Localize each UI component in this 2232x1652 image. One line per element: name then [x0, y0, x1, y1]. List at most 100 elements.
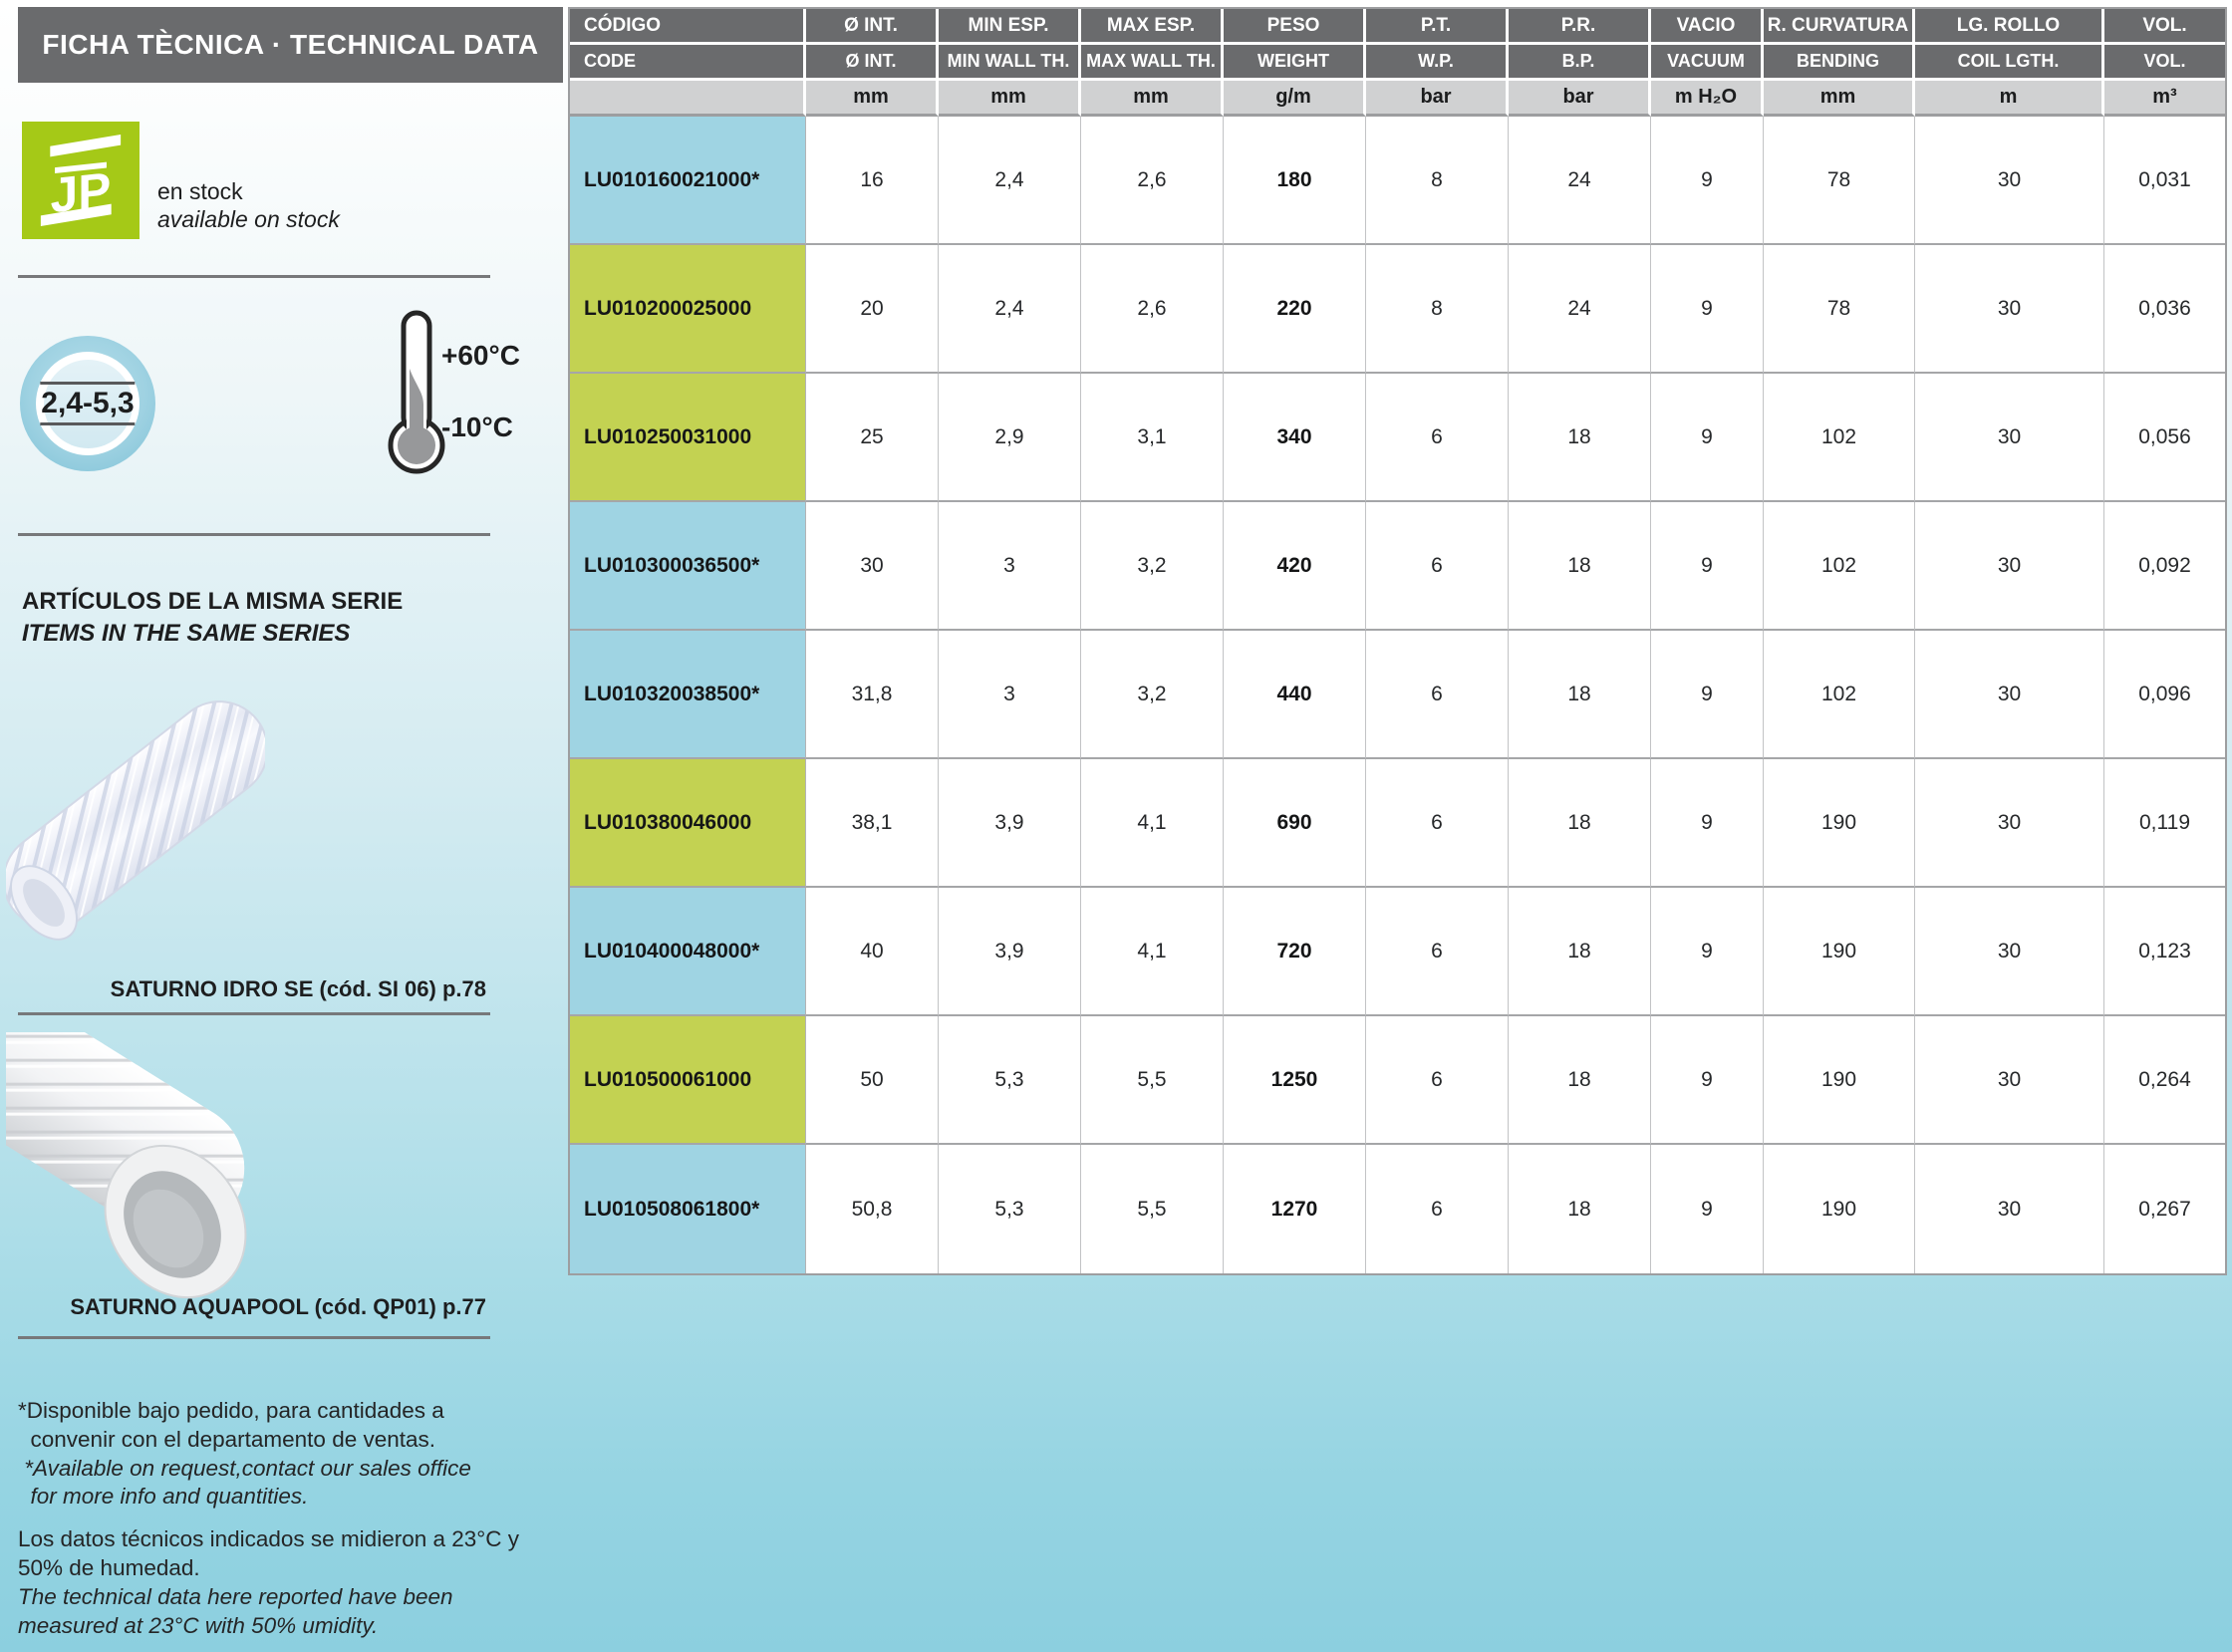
- table-cell: 50,8: [806, 1145, 939, 1273]
- table-cell: 4,1: [1081, 759, 1224, 888]
- table-cell: 16: [806, 117, 939, 245]
- product-code-cell: LU010400048000*: [570, 888, 806, 1016]
- table-cell: 18: [1509, 1016, 1651, 1145]
- table-cell: 5,3: [939, 1145, 1081, 1273]
- table-cell: 1270: [1224, 1145, 1366, 1273]
- table-row: LU010500061000 50 5,3 5,5 1250 6 18 9 190 30 0,264: [570, 1016, 2225, 1145]
- column-unit: mm: [939, 81, 1081, 117]
- product-code-cell: LU010500061000: [570, 1016, 806, 1145]
- column-header-es: MAX ESP.: [1081, 9, 1224, 45]
- table-cell: 30: [1915, 1145, 2104, 1273]
- table-cell: 2,4: [939, 245, 1081, 374]
- series-item-caption: SATURNO AQUAPOOL (cód. QP01) p.77: [70, 1294, 486, 1319]
- table-body: LU010160021000* 16 2,4 2,6 180 8 24 9 78 30 0,031 L…: [570, 117, 2225, 1273]
- divider: [18, 1012, 490, 1015]
- table-cell: 3,9: [939, 759, 1081, 888]
- table-cell: 8: [1366, 245, 1509, 374]
- stock-text-es: en stock: [157, 177, 243, 204]
- table-cell: 0,123: [2104, 888, 2225, 1016]
- table-cell: 9: [1651, 374, 1764, 502]
- column-header-en: W.P.: [1366, 45, 1509, 81]
- footnotes: *Disponible bajo pedido, para cantidades…: [18, 1397, 521, 1640]
- hose-image-saturno-idro-se: [6, 700, 265, 941]
- hose-image-saturno-aquapool: [6, 1032, 247, 1299]
- table-cell: 78: [1764, 245, 1915, 374]
- table-cell: 30: [1915, 759, 2104, 888]
- column-unit: m³: [2104, 81, 2225, 117]
- product-code-cell: LU010380046000: [570, 759, 806, 888]
- table-cell: 3: [939, 631, 1081, 759]
- table-cell: 3,1: [1081, 374, 1224, 502]
- table-cell: 0,096: [2104, 631, 2225, 759]
- table-cell: 3,2: [1081, 502, 1224, 631]
- column-unit: bar: [1509, 81, 1651, 117]
- footnote-conditions-es: Los datos técnicos indicados se midieron…: [18, 1526, 520, 1580]
- thermometer-icon: [388, 310, 445, 474]
- table-cell: 420: [1224, 502, 1366, 631]
- column-header-en: WEIGHT: [1224, 45, 1366, 81]
- column-header-es: VACIO: [1651, 9, 1764, 45]
- divider: [18, 1336, 490, 1339]
- column-unit: bar: [1366, 81, 1509, 117]
- table-cell: 6: [1366, 631, 1509, 759]
- column-header-en: MAX WALL TH.: [1081, 45, 1224, 81]
- header-row-es: CÓDIGO Ø INT. MIN ESP. MAX ESP. PESO P.T. P.R.…: [570, 9, 2225, 45]
- column-unit: mm: [1081, 81, 1224, 117]
- column-header-es: P.R.: [1509, 9, 1651, 45]
- table-cell: 38,1: [806, 759, 939, 888]
- table-cell: 30: [1915, 502, 2104, 631]
- table-cell: 18: [1509, 1145, 1651, 1273]
- table-cell: 30: [806, 502, 939, 631]
- series-title-es: ARTÍCULOS DE LA MISMA SERIE: [22, 588, 404, 615]
- stock-block: JP en stock available on stock: [22, 122, 340, 239]
- table-row: LU010400048000* 40 3,9 4,1 720 6 18 9 190 30 0,123: [570, 888, 2225, 1016]
- divider: [18, 275, 490, 278]
- table-cell: 18: [1509, 374, 1651, 502]
- column-header-es: R. CURVATURA: [1764, 9, 1915, 45]
- table-cell: 50: [806, 1016, 939, 1145]
- column-header-es: LG. ROLLO: [1915, 9, 2104, 45]
- table-row: LU010200025000 20 2,4 2,6 220 8 24 9 78 30 0,036: [570, 245, 2225, 374]
- table-cell: 30: [1915, 374, 2104, 502]
- column-unit: g/m: [1224, 81, 1366, 117]
- table-cell: 6: [1366, 1145, 1509, 1273]
- divider: [18, 533, 490, 536]
- product-code-cell: LU010200025000: [570, 245, 806, 374]
- header-row-units: mm mm mm g/m bar bar m H₂O mm m m³: [570, 81, 2225, 117]
- table-cell: 0,267: [2104, 1145, 2225, 1273]
- table-cell: 31,8: [806, 631, 939, 759]
- table-cell: 0,036: [2104, 245, 2225, 374]
- table-cell: 30: [1915, 245, 2104, 374]
- table-cell: 18: [1509, 631, 1651, 759]
- table-row: LU010380046000 38,1 3,9 4,1 690 6 18 9 190 30 0,11…: [570, 759, 2225, 888]
- table-cell: 102: [1764, 502, 1915, 631]
- column-unit: m: [1915, 81, 2104, 117]
- table-cell: 190: [1764, 1145, 1915, 1273]
- column-header-es: PESO: [1224, 9, 1366, 45]
- product-code-cell: LU010508061800*: [570, 1145, 806, 1273]
- table-cell: 24: [1509, 245, 1651, 374]
- table-cell: 4,1: [1081, 888, 1224, 1016]
- table-cell: 0,056: [2104, 374, 2225, 502]
- jp-logo-icon: JP: [22, 122, 140, 239]
- table-cell: 9: [1651, 759, 1764, 888]
- column-unit: [570, 81, 806, 117]
- table-cell: 3: [939, 502, 1081, 631]
- product-code-cell: LU010250031000: [570, 374, 806, 502]
- table-cell: 5,5: [1081, 1145, 1224, 1273]
- column-header-en: MIN WALL TH.: [939, 45, 1081, 81]
- table-cell: 20: [806, 245, 939, 374]
- column-header-es: P.T.: [1366, 9, 1509, 45]
- badge-inner: [43, 359, 133, 448]
- table-cell: 6: [1366, 888, 1509, 1016]
- table-cell: 0,264: [2104, 1016, 2225, 1145]
- wall-thickness-value: 2,4-5,3: [40, 382, 136, 425]
- column-header-es: VOL.: [2104, 9, 2225, 45]
- product-code-cell: LU010160021000*: [570, 117, 806, 245]
- series-title-en: ITEMS IN THE SAME SERIES: [22, 619, 351, 647]
- table-cell: 102: [1764, 631, 1915, 759]
- table-cell: 9: [1651, 631, 1764, 759]
- table-cell: 30: [1915, 117, 2104, 245]
- table-cell: 24: [1509, 117, 1651, 245]
- table-cell: 9: [1651, 1145, 1764, 1273]
